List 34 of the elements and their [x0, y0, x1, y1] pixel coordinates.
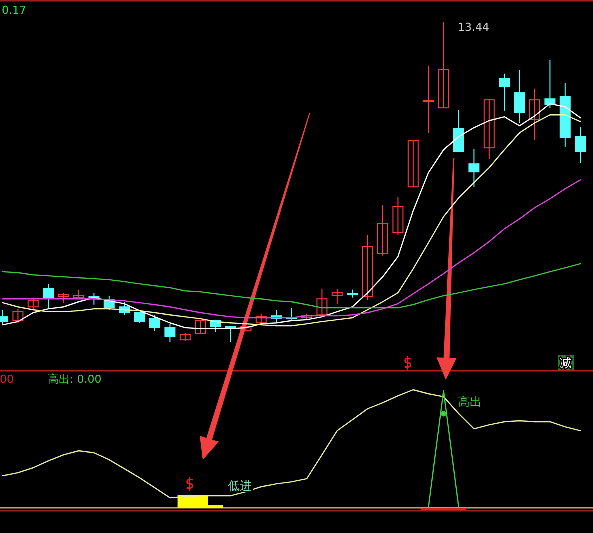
candlestick — [362, 234, 374, 301]
candlestick — [423, 65, 434, 134]
candlestick — [256, 313, 267, 324]
candlestick — [499, 73, 510, 112]
candlestick — [454, 110, 464, 152]
candlestick — [150, 314, 160, 332]
candlestick — [28, 297, 39, 310]
candlestick — [43, 284, 54, 309]
candlestick — [392, 196, 404, 236]
candlestick — [58, 292, 70, 304]
candlestick — [438, 22, 450, 109]
candlestick — [316, 288, 328, 318]
candlestick — [74, 289, 84, 300]
candlestick — [530, 88, 540, 141]
text: 00 — [0, 373, 14, 386]
text: 0.17 — [2, 4, 26, 17]
candlestick — [408, 140, 419, 188]
candlestick — [468, 148, 480, 188]
candlestick — [12, 308, 24, 324]
candlestick — [575, 126, 586, 164]
annotation: 低进 — [228, 479, 252, 493]
candlestick — [164, 324, 176, 342]
candlestick — [332, 288, 343, 304]
candlestick — [226, 326, 236, 342]
text: 高出: 0.00 — [48, 373, 102, 386]
candlestick — [484, 100, 495, 160]
text: 减 — [560, 356, 572, 370]
annotation: 13.44 — [458, 21, 490, 34]
candlestick — [544, 60, 556, 109]
candlestick — [195, 320, 206, 334]
candlestick — [378, 204, 388, 256]
annotation: 高出 — [458, 395, 482, 409]
candlestick — [134, 312, 146, 324]
candlestick — [514, 70, 526, 124]
